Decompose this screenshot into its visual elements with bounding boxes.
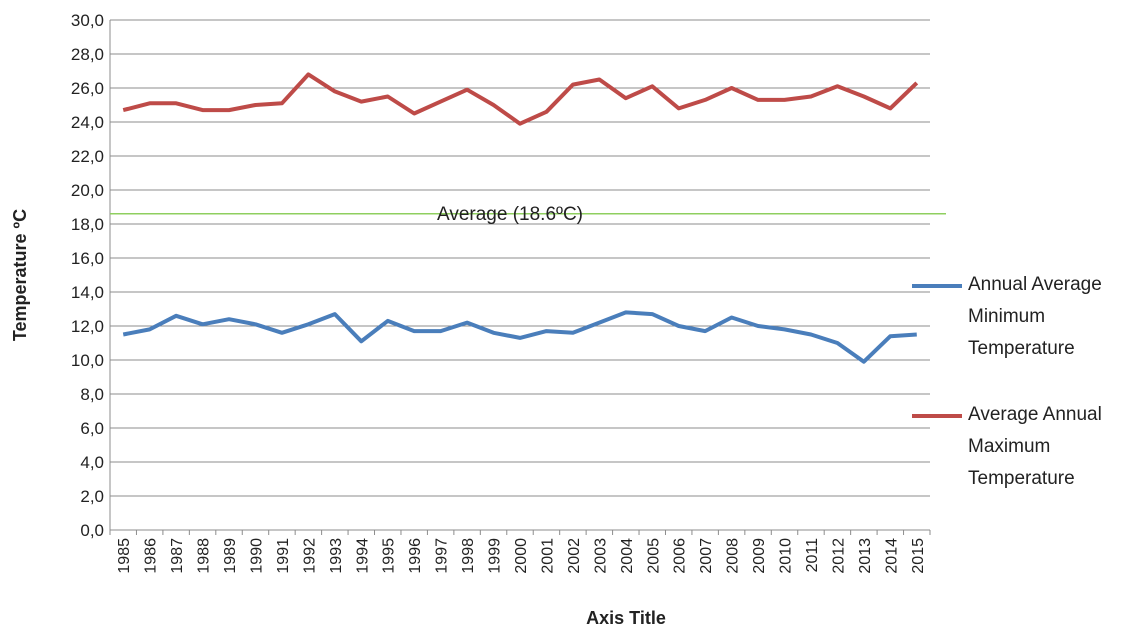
x-tick-label: 2013 xyxy=(857,538,874,574)
series-line xyxy=(122,310,917,364)
x-tick-label: 1994 xyxy=(354,538,371,574)
x-tick-label: 1999 xyxy=(487,538,504,574)
x-tick-label: 1993 xyxy=(328,538,345,574)
x-tick-label: 2014 xyxy=(883,538,900,574)
x-tick-label: 2012 xyxy=(830,538,847,574)
legend-label: Average Annual Maximum Temperature xyxy=(968,404,1102,489)
x-tick-label: 1986 xyxy=(143,538,160,574)
y-tick-label: 14,0 xyxy=(71,283,104,302)
legend-label: Annual Average Minimum Temperature xyxy=(968,274,1102,359)
y-tick-label: 18,0 xyxy=(71,215,104,234)
y-tick-label: 10,0 xyxy=(71,351,104,370)
y-tick-label: 6,0 xyxy=(80,419,104,438)
x-tick-label: 2001 xyxy=(539,538,556,574)
y-tick-label: 4,0 xyxy=(80,453,104,472)
x-tick-label: 1995 xyxy=(381,538,398,574)
x-tick-label: 2010 xyxy=(778,538,795,574)
y-axis-title: Temperature ºC xyxy=(10,209,30,341)
x-tick-label: 1987 xyxy=(169,538,186,574)
x-tick-label: 2003 xyxy=(592,538,609,574)
y-tick-label: 26,0 xyxy=(71,79,104,98)
y-tick-label: 30,0 xyxy=(71,11,104,30)
x-tick-label: 2002 xyxy=(566,538,583,574)
x-tick-label: 2015 xyxy=(910,538,927,574)
x-tick-label: 2007 xyxy=(698,538,715,574)
y-tick-label: 0,0 xyxy=(80,521,104,540)
x-tick-label: 1997 xyxy=(434,538,451,574)
x-tick-label: 1988 xyxy=(196,538,213,574)
y-tick-label: 22,0 xyxy=(71,147,104,166)
x-tick-label: 1990 xyxy=(248,538,265,574)
x-tick-label: 2000 xyxy=(513,538,530,574)
x-tick-label: 1998 xyxy=(460,538,477,574)
x-tick-label: 1991 xyxy=(275,538,292,574)
x-tick-label: 1992 xyxy=(301,538,318,574)
y-tick-label: 20,0 xyxy=(71,181,104,200)
average-label: Average (18.6ºC) xyxy=(437,204,583,225)
y-tick-label: 28,0 xyxy=(71,45,104,64)
x-tick-label: 2009 xyxy=(751,538,768,574)
y-tick-label: 12,0 xyxy=(71,317,104,336)
x-tick-label: 2005 xyxy=(645,538,662,574)
y-tick-label: 16,0 xyxy=(71,249,104,268)
y-tick-label: 8,0 xyxy=(80,385,104,404)
x-axis-title: Axis Title xyxy=(586,608,666,628)
y-tick-label: 24,0 xyxy=(71,113,104,132)
x-tick-label: 1985 xyxy=(116,538,133,574)
x-tick-label: 2004 xyxy=(619,538,636,574)
x-tick-label: 2011 xyxy=(804,538,821,573)
x-tick-label: 2008 xyxy=(725,538,742,574)
y-tick-label: 2,0 xyxy=(80,487,104,506)
x-tick-label: 1996 xyxy=(407,538,424,574)
series-line xyxy=(122,72,919,126)
x-tick-label: 1989 xyxy=(222,538,239,574)
x-tick-label: 2006 xyxy=(672,538,689,574)
